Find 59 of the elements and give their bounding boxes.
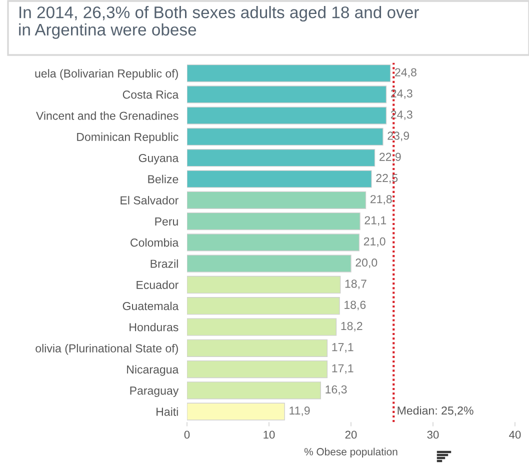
bar xyxy=(187,254,352,272)
data-label: 21,1 xyxy=(364,216,386,226)
x-axis-title: % Obese population xyxy=(304,448,398,458)
bar xyxy=(187,234,360,252)
data-label: 18,7 xyxy=(345,280,366,290)
chart-title: In 2014, 26,3% of Both sexes adults aged 18 and over in Argentina were obese xyxy=(19,6,419,39)
bar xyxy=(187,212,360,230)
x-tick-label: 40 xyxy=(509,430,521,439)
y-tick-label: Honduras xyxy=(130,322,178,332)
data-label: 24,3 xyxy=(390,110,412,120)
y-tick-label: uela (Bolivarian Republic of) xyxy=(35,69,178,80)
data-label: 20,0 xyxy=(356,258,378,268)
ref-line-label: Median: 25,2% xyxy=(398,406,474,416)
bar xyxy=(187,276,341,294)
bar xyxy=(187,191,366,209)
y-tick-label: Ecuador xyxy=(136,280,178,289)
bar xyxy=(187,339,328,357)
data-label: 16,3 xyxy=(326,385,347,395)
data-label: 24,8 xyxy=(395,68,416,78)
data-label: 18,2 xyxy=(341,322,362,332)
y-tick-label: Colombia xyxy=(130,238,179,247)
data-label: 24,3 xyxy=(390,89,412,99)
y-tick-label: El Salvador xyxy=(120,196,178,204)
y-tick-label: Haiti xyxy=(156,407,178,416)
data-label: 18,6 xyxy=(344,300,366,310)
data-label: 22,9 xyxy=(380,152,401,162)
bar xyxy=(187,128,384,146)
bar xyxy=(187,402,285,420)
bar xyxy=(187,170,372,188)
y-tick-label: Nicaragua xyxy=(127,365,179,376)
data-label: 21,8 xyxy=(370,195,392,205)
bar xyxy=(187,106,387,124)
x-tick-label: 20 xyxy=(345,430,357,439)
y-tick-label: Vincent and the Grenadines xyxy=(36,111,178,120)
bar xyxy=(187,318,337,336)
data-label: 11,9 xyxy=(290,406,310,416)
data-label: 21,0 xyxy=(364,237,386,247)
data-label: 17,1 xyxy=(332,343,354,353)
y-tick-label: Costa Rica xyxy=(122,90,179,99)
x-tick-label: 0 xyxy=(184,430,190,439)
x-tick-label: 30 xyxy=(427,430,439,439)
y-tick-label: Peru xyxy=(155,218,178,226)
bar xyxy=(187,86,387,104)
bar xyxy=(187,149,376,167)
data-label: 23,9 xyxy=(388,132,410,142)
bar xyxy=(187,360,328,378)
data-label: 17,1 xyxy=(332,364,354,374)
y-tick-label: Brazil xyxy=(150,259,178,268)
y-tick-label: olivia (Plurinational State of) xyxy=(36,344,178,355)
y-tick-label: Belize xyxy=(148,174,178,184)
bar xyxy=(187,297,340,315)
data-label: 22,5 xyxy=(376,174,398,184)
y-tick-label: Guatemala xyxy=(122,302,179,310)
y-tick-label: Paraguay xyxy=(130,386,179,397)
y-tick-label: Guyana xyxy=(138,154,179,164)
bar xyxy=(187,382,322,400)
y-tick-label: Dominican Republic xyxy=(77,132,178,144)
bar xyxy=(187,64,391,82)
x-tick-label: 10 xyxy=(264,430,275,439)
